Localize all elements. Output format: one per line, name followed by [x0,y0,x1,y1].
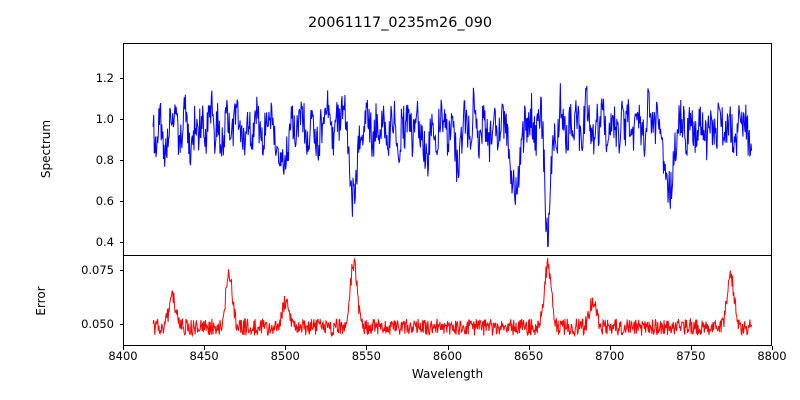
y-tick-mark [119,200,123,202]
y-tick-label: 0.8 [95,152,114,167]
y-tick-label: 0.4 [95,234,114,249]
x-tick-label: 8600 [432,349,463,363]
x-tick-mark [366,346,368,350]
x-tick-label: 8650 [513,349,544,363]
x-tick-mark [285,346,287,350]
x-tick-label: 8550 [351,349,382,363]
x-tick-mark [204,346,206,350]
y-tick-mark [119,324,123,326]
y-tick-label: 0.6 [95,193,114,208]
x-tick-label: 8750 [676,349,706,363]
x-tick-mark [609,346,611,350]
x-tick-mark [123,346,125,350]
x-tick-label: 8400 [108,349,138,363]
x-axis-label: Wavelength [411,367,484,381]
x-tick-label: 8700 [595,349,625,363]
y-tick-mark [119,77,123,79]
x-tick-label: 8450 [189,349,219,363]
error-line-series [124,256,771,345]
x-tick-mark [447,346,449,350]
x-tick-label: 8500 [270,349,300,363]
spectrum-line-series [124,44,771,255]
error-plot-area [123,255,772,346]
y-tick-mark [119,270,123,272]
y-tick-mark [119,118,123,120]
figure-title: 20061117_0235m26_090 [307,15,493,31]
x-tick-mark [772,346,774,350]
x-tick-mark [690,346,692,350]
y-tick-mark [119,159,123,161]
y-tick-mark [119,241,123,243]
y-tick-label: 0.075 [81,263,114,278]
y-tick-label: 1.0 [95,111,114,126]
x-tick-label: 8800 [757,349,787,363]
y-tick-label: 0.050 [81,317,114,332]
spectrum-plot-area [123,43,772,256]
x-tick-mark [528,346,530,350]
y-tick-label: 1.2 [95,70,114,85]
